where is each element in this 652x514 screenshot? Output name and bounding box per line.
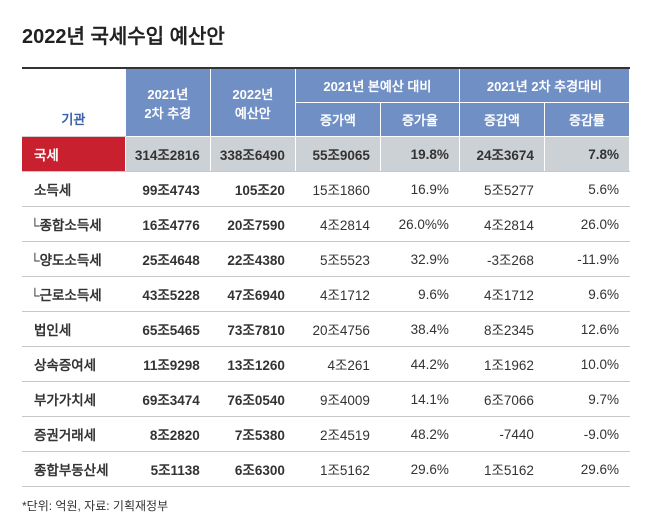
- cell-c: 4조1712: [295, 277, 380, 312]
- cell-f: 29.6%: [544, 452, 629, 487]
- row-label: 법인세: [22, 312, 125, 347]
- cell-c: 4조2814: [295, 207, 380, 242]
- cell-a: 65조5465: [125, 312, 210, 347]
- cell-e: 6조7066: [459, 382, 544, 417]
- cell-f: 9.7%: [544, 382, 629, 417]
- cell-a: 5조1138: [125, 452, 210, 487]
- tax-table: 기관2021년2차 추경2022년예산안2021년 본예산 대비2021년 2차…: [22, 67, 630, 487]
- page-title: 2022년 국세수입 예산안: [22, 20, 630, 49]
- cell-d: 14.1%: [380, 382, 459, 417]
- footnote: *단위: 억원, 자료: 기획재정부: [22, 497, 630, 514]
- cell-e: 8조2345: [459, 312, 544, 347]
- table-row: └양도소득세25조464822조43805조552332.9%-3조268-11…: [22, 242, 630, 277]
- cell-a: 314조2816: [125, 137, 210, 172]
- cell-c: 20조4756: [295, 312, 380, 347]
- header-group1: 2021년 본예산 대비: [295, 68, 459, 103]
- header-category: 기관: [22, 68, 125, 137]
- cell-b: 20조7590: [210, 207, 295, 242]
- cell-a: 11조9298: [125, 347, 210, 382]
- cell-d: 9.6%: [380, 277, 459, 312]
- cell-e: 5조5277: [459, 172, 544, 207]
- table-row: 부가가치세69조347476조05409조400914.1%6조70669.7%: [22, 382, 630, 417]
- row-label: 국세: [22, 137, 125, 172]
- row-label: 상속증여세: [22, 347, 125, 382]
- row-label: └종합소득세: [22, 207, 125, 242]
- cell-d: 44.2%: [380, 347, 459, 382]
- cell-f: 5.6%: [544, 172, 629, 207]
- cell-f: -9.0%: [544, 417, 629, 452]
- header-group2: 2021년 2차 추경대비: [459, 68, 629, 103]
- cell-e: 1조5162: [459, 452, 544, 487]
- cell-f: 10.0%: [544, 347, 629, 382]
- header-group2-sub2: 증감률: [544, 103, 629, 137]
- cell-b: 7조5380: [210, 417, 295, 452]
- cell-d: 16.9%: [380, 172, 459, 207]
- cell-b: 73조7810: [210, 312, 295, 347]
- table-body: 국세314조2816338조649055조906519.8%24조36747.8…: [22, 137, 630, 487]
- cell-b: 6조6300: [210, 452, 295, 487]
- row-label: └근로소득세: [22, 277, 125, 312]
- header-col1: 2021년2차 추경: [125, 68, 210, 137]
- cell-e: -3조268: [459, 242, 544, 277]
- row-label: 증권거래세: [22, 417, 125, 452]
- cell-b: 76조0540: [210, 382, 295, 417]
- header-group1-sub1: 증가액: [295, 103, 380, 137]
- row-label: 부가가치세: [22, 382, 125, 417]
- cell-b: 22조4380: [210, 242, 295, 277]
- cell-f: 9.6%: [544, 277, 629, 312]
- table-row: 법인세65조546573조781020조475638.4%8조234512.6%: [22, 312, 630, 347]
- row-label: └양도소득세: [22, 242, 125, 277]
- cell-c: 4조261: [295, 347, 380, 382]
- cell-e: 1조1962: [459, 347, 544, 382]
- cell-b: 47조6940: [210, 277, 295, 312]
- cell-b: 338조6490: [210, 137, 295, 172]
- cell-a: 43조5228: [125, 277, 210, 312]
- cell-e: 4조1712: [459, 277, 544, 312]
- cell-d: 38.4%: [380, 312, 459, 347]
- table-row: 상속증여세11조929813조12604조26144.2%1조196210.0%: [22, 347, 630, 382]
- cell-d: 32.9%: [380, 242, 459, 277]
- header-group2-sub1: 증감액: [459, 103, 544, 137]
- table-row: └종합소득세16조477620조75904조281426.0%%4조281426…: [22, 207, 630, 242]
- cell-a: 25조4648: [125, 242, 210, 277]
- cell-f: 7.8%: [544, 137, 629, 172]
- cell-b: 105조20: [210, 172, 295, 207]
- cell-c: 1조5162: [295, 452, 380, 487]
- cell-c: 2조4519: [295, 417, 380, 452]
- cell-c: 9조4009: [295, 382, 380, 417]
- cell-f: -11.9%: [544, 242, 629, 277]
- cell-a: 99조4743: [125, 172, 210, 207]
- table-row: 증권거래세8조28207조53802조451948.2%-7440-9.0%: [22, 417, 630, 452]
- cell-f: 12.6%: [544, 312, 629, 347]
- table-row: 국세314조2816338조649055조906519.8%24조36747.8…: [22, 137, 630, 172]
- cell-e: 24조3674: [459, 137, 544, 172]
- cell-f: 26.0%: [544, 207, 629, 242]
- cell-c: 55조9065: [295, 137, 380, 172]
- cell-d: 48.2%: [380, 417, 459, 452]
- cell-a: 8조2820: [125, 417, 210, 452]
- table-row: 소득세99조4743105조2015조186016.9%5조52775.6%: [22, 172, 630, 207]
- row-label: 종합부동산세: [22, 452, 125, 487]
- cell-d: 29.6%: [380, 452, 459, 487]
- cell-c: 5조5523: [295, 242, 380, 277]
- header-group1-sub2: 증가율: [380, 103, 459, 137]
- table-row: 종합부동산세5조11386조63001조516229.6%1조516229.6%: [22, 452, 630, 487]
- cell-e: -7440: [459, 417, 544, 452]
- table-row: └근로소득세43조522847조69404조17129.6%4조17129.6%: [22, 277, 630, 312]
- cell-d: 19.8%: [380, 137, 459, 172]
- cell-e: 4조2814: [459, 207, 544, 242]
- row-label: 소득세: [22, 172, 125, 207]
- cell-b: 13조1260: [210, 347, 295, 382]
- header-col2: 2022년예산안: [210, 68, 295, 137]
- cell-c: 15조1860: [295, 172, 380, 207]
- cell-d: 26.0%%: [380, 207, 459, 242]
- cell-a: 69조3474: [125, 382, 210, 417]
- cell-a: 16조4776: [125, 207, 210, 242]
